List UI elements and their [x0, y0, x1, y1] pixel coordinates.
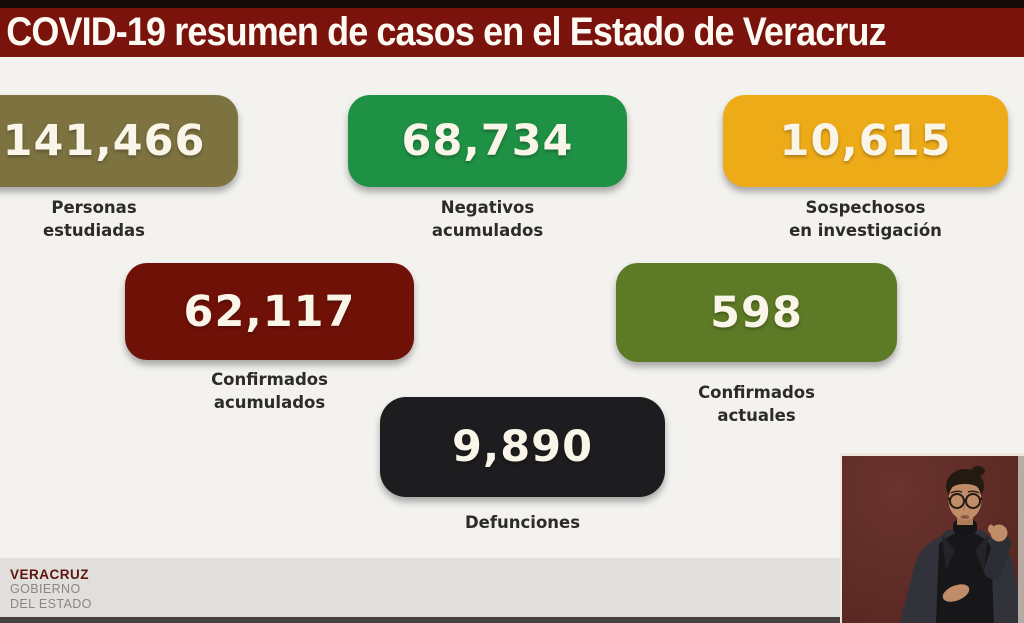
top-black-strip: [0, 0, 1024, 8]
stat-label-line: Defunciones: [464, 513, 581, 532]
stat-label-line: en investigación: [789, 221, 942, 240]
interpreter-figure: [900, 466, 1024, 623]
stat-value: 9,890: [451, 422, 593, 472]
stat-label-line: estudiadas: [42, 221, 145, 240]
stat-value: 62,117: [183, 286, 356, 337]
stat-label-line: Negativos: [440, 198, 535, 217]
header-bar: COVID-19 resumen de casos en el Estado d…: [0, 8, 1024, 57]
stat-card-sospechosos: 10,615: [723, 95, 1008, 187]
stat-value: 598: [710, 287, 803, 338]
stat-label-line: actuales: [717, 406, 796, 425]
stat-label-line: Personas: [51, 198, 137, 217]
stat-label-confirmados-acumulados: Confirmados acumulados: [125, 368, 414, 414]
stat-card-confirmados-actuales: 598: [616, 263, 897, 362]
stat-value: 10,615: [779, 116, 952, 166]
stat-label-line: acumulados: [431, 221, 544, 240]
stat-label-line: acumulados: [213, 393, 326, 412]
stat-label-negativos-acumulados: Negativos acumulados: [348, 196, 627, 242]
logo-sub-text: DEL ESTADO: [10, 597, 92, 611]
bottom-divider-line: [0, 617, 857, 623]
stat-label-line: Confirmados: [211, 370, 328, 389]
stat-label-confirmados-actuales: Confirmados actuales: [616, 381, 897, 427]
page-title: COVID-19 resumen de casos en el Estado d…: [6, 10, 886, 54]
stat-value: 141,466: [2, 116, 206, 166]
stat-card-negativos-acumulados: 68,734: [348, 95, 627, 187]
footer-strip: [0, 558, 857, 617]
stat-card-personas-estudiadas: 141,466: [0, 95, 238, 187]
veracruz-government-logo: VERACRUZ GOBIERNO DEL ESTADO: [10, 567, 92, 612]
sign-language-interpreter-video: [840, 453, 1024, 623]
stat-label-line: Sospechosos: [805, 198, 926, 217]
stat-label-defunciones: Defunciones: [380, 511, 665, 534]
stat-value: 68,734: [401, 116, 574, 166]
logo-brand-text: VERACRUZ: [10, 567, 90, 582]
stat-label-sospechosos: Sospechosos en investigación: [723, 196, 1008, 242]
stat-card-defunciones: 9,890: [380, 397, 665, 497]
stat-label-personas-estudiadas: Personas estudiadas: [0, 196, 194, 242]
video-edge-strip: [1018, 456, 1024, 623]
stat-card-confirmados-acumulados: 62,117: [125, 263, 414, 360]
logo-sub-text: GOBIERNO: [10, 582, 81, 596]
stat-label-line: Confirmados: [698, 383, 815, 402]
